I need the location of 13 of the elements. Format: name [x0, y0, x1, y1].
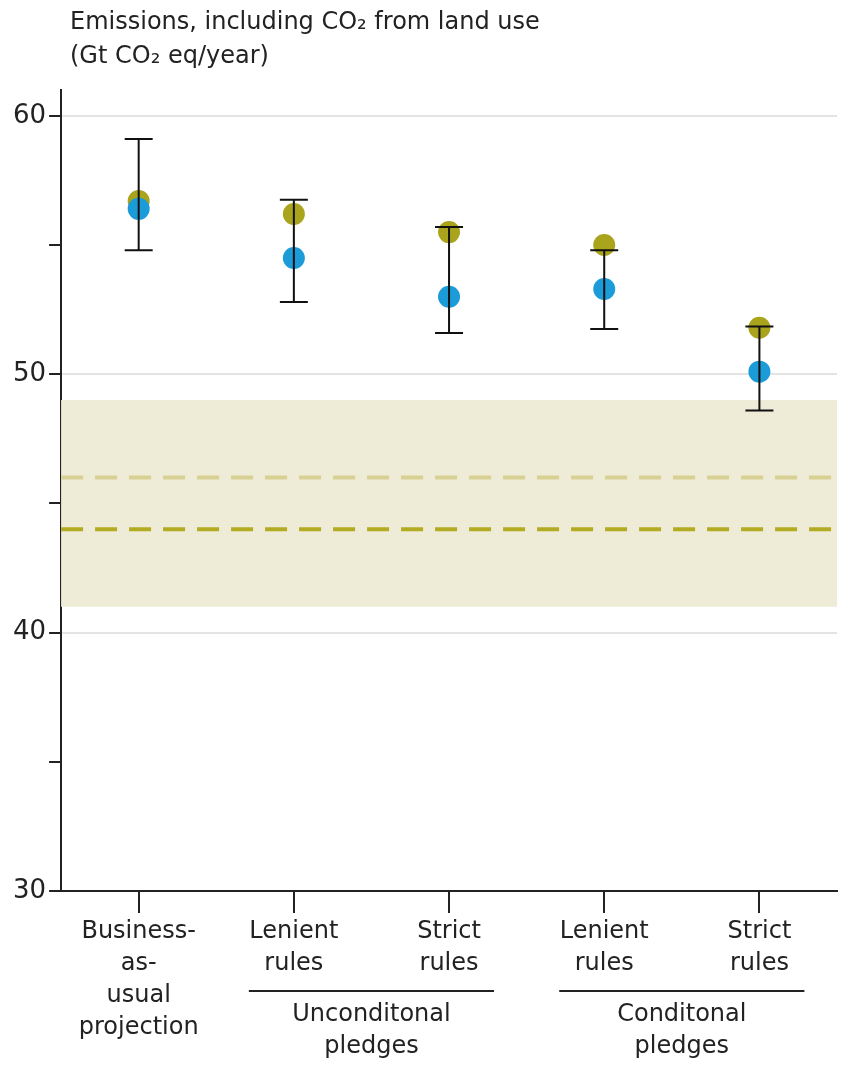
text: Conditonal pledges	[617, 999, 747, 1060]
y-tick-label: 30	[12, 873, 47, 904]
chart-title: Emissions, including CO₂ from land use	[70, 6, 540, 37]
x-tick-label: Lenient rules	[249, 916, 339, 977]
y-tick-label: 50	[12, 356, 47, 387]
x-tick-label: Business-as-usual projection	[78, 916, 199, 1041]
y-axis-title: (Gt CO₂ eq/year)	[70, 40, 270, 71]
x-tick-label: Lenient rules	[559, 916, 649, 977]
x-tick-label: Strict rules	[727, 916, 792, 977]
y-tick-label: 60	[12, 98, 47, 129]
text: Unconditonal pledges	[292, 999, 451, 1060]
x-tick-label: Strict rules	[417, 916, 481, 977]
y-tick-label: 40	[12, 615, 47, 646]
